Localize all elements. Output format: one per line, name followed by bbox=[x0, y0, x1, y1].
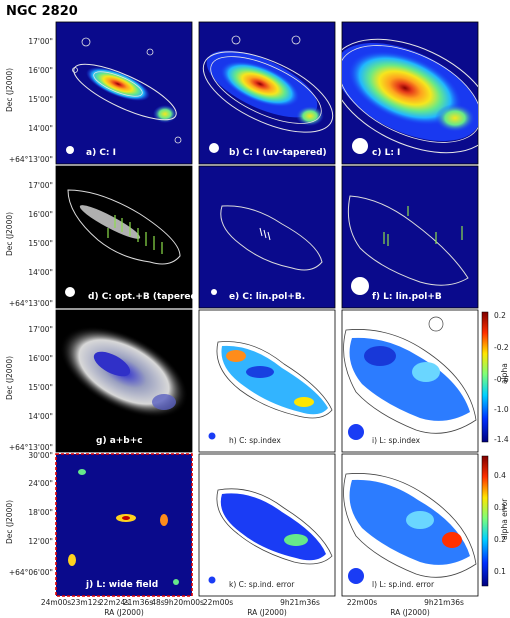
cb-alpha-tick-3: -1.0 bbox=[494, 405, 509, 414]
svg-text:22m00s: 22m00s bbox=[347, 598, 377, 607]
svg-text:17'00": 17'00" bbox=[28, 181, 53, 190]
cb-alpha-tick-0: 0.2 bbox=[494, 311, 506, 320]
svg-text:24'00": 24'00" bbox=[28, 479, 53, 488]
panel-h-label: h) C: sp.index bbox=[229, 436, 281, 445]
dec-label-row1: Dec (J2000) bbox=[5, 68, 14, 112]
svg-text:18'00": 18'00" bbox=[28, 508, 53, 517]
svg-text:14'00": 14'00" bbox=[28, 124, 53, 133]
svg-text:22m00s: 22m00s bbox=[203, 598, 233, 607]
panel-d-label: d) C: opt.+B (tapered) bbox=[88, 292, 201, 302]
panel-b-label: b) C: I (uv-tapered) bbox=[229, 148, 327, 158]
panel-c: c) L: I bbox=[341, 21, 479, 165]
panel-j: j) L: wide field bbox=[55, 453, 193, 597]
panel-l: l) L: sp.ind. error bbox=[341, 453, 479, 597]
ra-ticks-k: 22m00s 9h21m36s bbox=[203, 598, 320, 607]
svg-text:9h21m36s: 9h21m36s bbox=[280, 598, 320, 607]
svg-text:16'00": 16'00" bbox=[28, 66, 53, 75]
panel-i: i) L: sp.index bbox=[341, 309, 479, 453]
cb-alpha-tick-1: -0.2 bbox=[494, 343, 509, 352]
panel-a: a) C: I bbox=[55, 21, 193, 165]
panel-a-label: a) C: I bbox=[86, 148, 116, 158]
svg-text:15'00": 15'00" bbox=[28, 383, 53, 392]
svg-text:9h20m00s: 9h20m00s bbox=[164, 598, 204, 607]
panel-k-label: k) C: sp.ind. error bbox=[229, 580, 295, 589]
dec-ticks-row2: 17'00" 16'00" 15'00" 14'00" +64°13'00" bbox=[9, 181, 53, 308]
svg-text:17'00": 17'00" bbox=[28, 37, 53, 46]
ra-label-j: RA (J2000) bbox=[104, 608, 144, 617]
panel-f: f) L: lin.pol+B bbox=[341, 165, 479, 309]
panel-d: d) C: opt.+B (tapered) bbox=[55, 165, 201, 309]
panel-e-label: e) C: lin.pol+B. bbox=[229, 292, 305, 302]
svg-text:9h21m36s: 9h21m36s bbox=[424, 598, 464, 607]
panel-f-label: f) L: lin.pol+B bbox=[372, 292, 442, 302]
svg-text:15'00": 15'00" bbox=[28, 239, 53, 248]
ra-label-k: RA (J2000) bbox=[247, 608, 287, 617]
svg-text:30'00": 30'00" bbox=[28, 451, 53, 460]
svg-text:+64°13'00": +64°13'00" bbox=[9, 299, 53, 308]
svg-text:15'00": 15'00" bbox=[28, 95, 53, 104]
cb-alpha-tick-2: -0.6 bbox=[494, 375, 509, 384]
svg-text:+64°06'00": +64°06'00" bbox=[9, 568, 53, 577]
dec-label-row3: Dec (J2000) bbox=[5, 356, 14, 400]
colorbar-error: 0.4 0.3 0.2 0.1 alpha error bbox=[481, 455, 509, 587]
panel-h: h) C: sp.index bbox=[198, 309, 336, 453]
panel-l-label: l) L: sp.ind. error bbox=[372, 580, 435, 589]
panel-e: e) C: lin.pol+B. bbox=[198, 165, 336, 309]
svg-text:17'00": 17'00" bbox=[28, 325, 53, 334]
panel-b: b) C: I (uv-tapered) bbox=[198, 21, 336, 165]
svg-text:22m24s: 22m24s bbox=[99, 598, 129, 607]
svg-text:+64°13'00": +64°13'00" bbox=[9, 155, 53, 164]
cb-error-tick-2: 0.2 bbox=[494, 535, 506, 544]
panel-g: g) a+b+c bbox=[55, 309, 193, 453]
dec-ticks-row1: 17'00" 16'00" 15'00" 14'00" +64°13'00" bbox=[9, 37, 53, 164]
svg-text:16'00": 16'00" bbox=[28, 354, 53, 363]
ra-ticks-j: 24m00s 23m12s 22m24s 21m36s 48s 9h20m00s bbox=[41, 598, 204, 607]
svg-text:+64°13'00": +64°13'00" bbox=[9, 443, 53, 452]
dec-ticks-row4: 30'00" 24'00" 18'00" 12'00" +64°06'00" bbox=[9, 451, 53, 577]
cb-alpha-tick-4: -1.4 bbox=[494, 435, 509, 444]
figure-title: NGC 2820 bbox=[6, 4, 78, 19]
cb-error-tick-1: 0.3 bbox=[494, 503, 506, 512]
svg-text:21m36s: 21m36s bbox=[123, 598, 153, 607]
ra-label-l: RA (J2000) bbox=[390, 608, 430, 617]
panel-i-label: i) L: sp.index bbox=[372, 436, 421, 445]
svg-text:23m12s: 23m12s bbox=[71, 598, 101, 607]
svg-text:16'00": 16'00" bbox=[28, 210, 53, 219]
panel-c-label: c) L: I bbox=[372, 148, 400, 158]
svg-text:48s: 48s bbox=[151, 598, 165, 607]
dec-label-row2: Dec (J2000) bbox=[5, 212, 14, 256]
cb-error-label: alpha error bbox=[500, 498, 509, 540]
panel-g-label: g) a+b+c bbox=[96, 436, 143, 446]
panel-j-label: j) L: wide field bbox=[85, 580, 158, 590]
svg-text:14'00": 14'00" bbox=[28, 412, 53, 421]
colorbar-alpha: 0.2 -0.2 -0.6 -1.0 -1.4 alpha bbox=[481, 311, 509, 444]
cb-alpha-label: alpha bbox=[500, 363, 509, 384]
cb-error-tick-0: 0.4 bbox=[494, 471, 506, 480]
cb-error-tick-3: 0.1 bbox=[494, 567, 506, 576]
svg-text:24m00s: 24m00s bbox=[41, 598, 71, 607]
svg-text:12'00": 12'00" bbox=[28, 537, 53, 546]
ra-ticks-l: 22m00s 9h21m36s bbox=[347, 598, 464, 607]
svg-text:14'00": 14'00" bbox=[28, 268, 53, 277]
dec-ticks-row3: 17'00" 16'00" 15'00" 14'00" +64°13'00" bbox=[9, 325, 53, 452]
panel-k: k) C: sp.ind. error bbox=[198, 453, 336, 597]
dec-label-row4: Dec (J2000) bbox=[5, 500, 14, 544]
